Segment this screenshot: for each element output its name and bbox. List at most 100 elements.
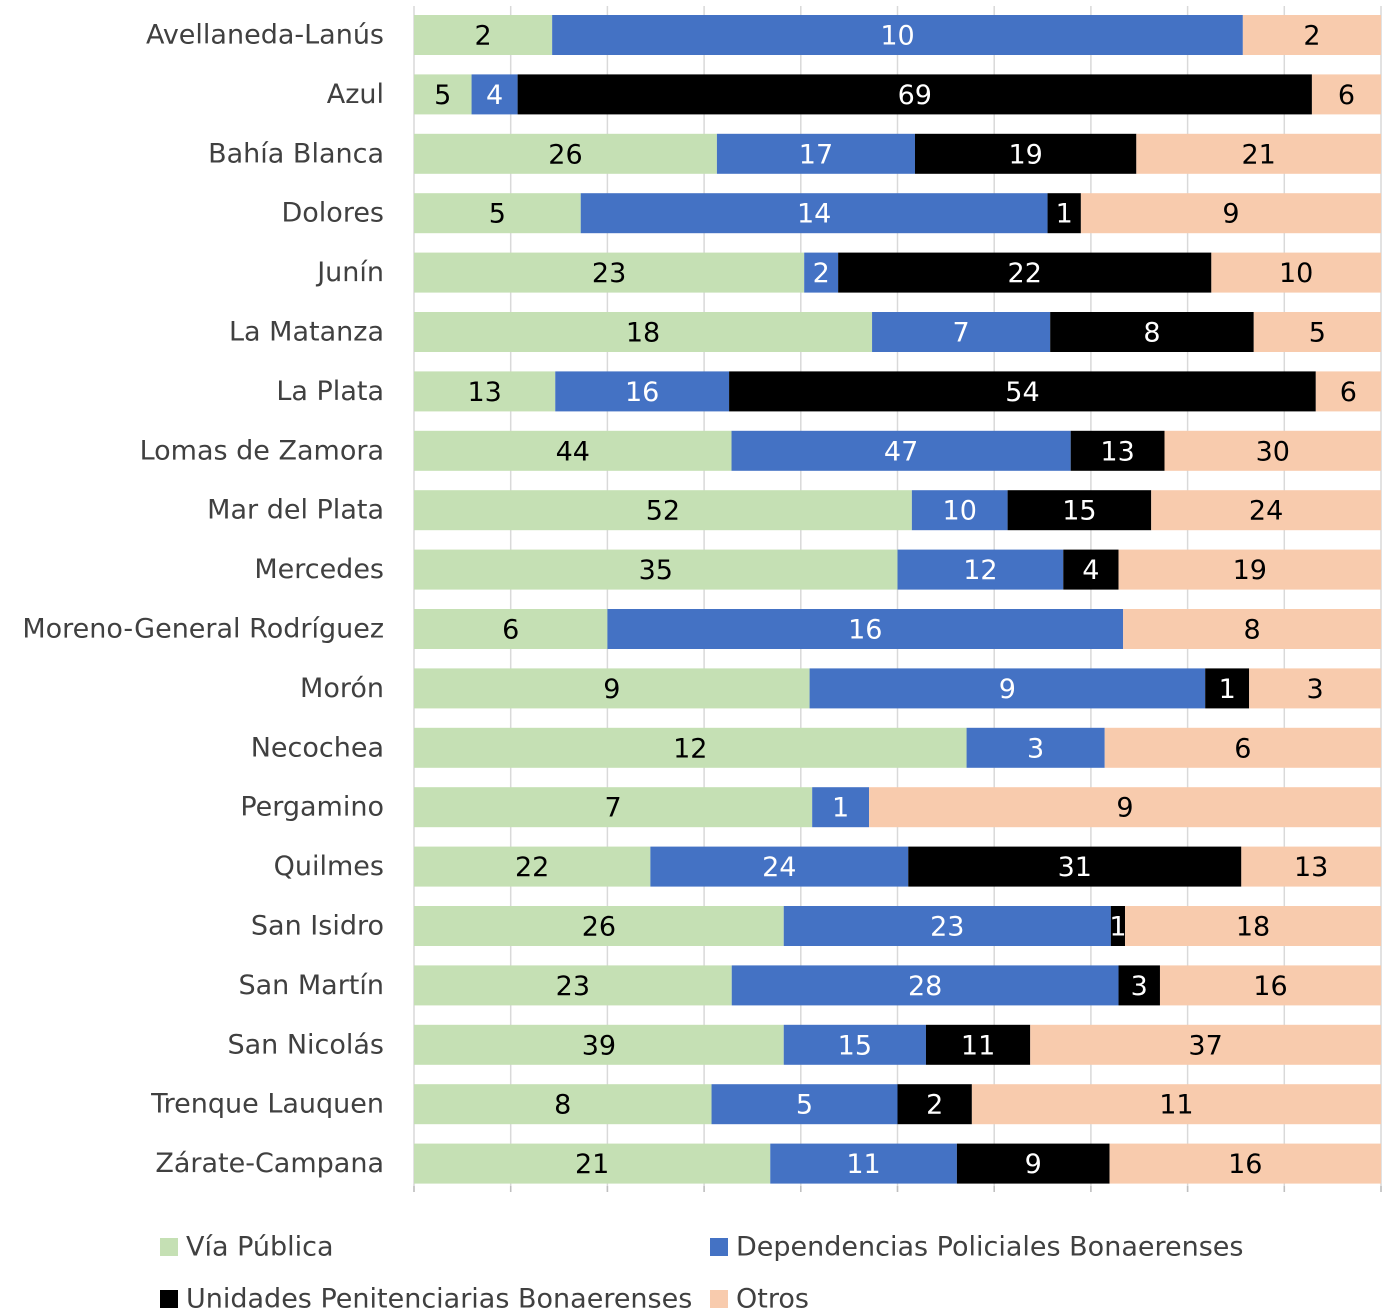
data-label: 11 [846, 1149, 880, 1180]
bar-segment [1241, 846, 1381, 887]
data-label: 14 [797, 199, 831, 230]
bar-segment [925, 1024, 1031, 1065]
data-label: 16 [848, 615, 882, 646]
category-label: Quilmes [274, 851, 384, 882]
legend-swatch [710, 1290, 728, 1308]
bar-segment [914, 133, 1137, 174]
bar-segment [971, 1084, 1381, 1125]
legend-label: Dependencias Policiales Bonaerenses [736, 1232, 1243, 1263]
data-label: 8 [1143, 318, 1160, 349]
data-label: 16 [625, 377, 659, 408]
data-label: 26 [548, 139, 582, 170]
bar-segment [414, 965, 732, 1006]
data-label: 69 [898, 80, 932, 111]
category-label: Trenque Lauquen [150, 1089, 384, 1120]
data-label: 1 [1109, 912, 1126, 943]
bar-segment [414, 1084, 712, 1125]
bar-segment [1104, 727, 1381, 768]
data-label: 15 [1062, 496, 1096, 527]
category-label: Zárate-Campana [155, 1148, 384, 1179]
category-label: Dolores [281, 198, 384, 229]
bar-segment [1063, 549, 1119, 590]
bar-segment [956, 1143, 1110, 1184]
bar-segment [1080, 193, 1381, 234]
data-label: 9 [1025, 1149, 1042, 1180]
bar-segment [414, 74, 472, 115]
data-label: 3 [1131, 971, 1148, 1002]
data-label: 26 [582, 912, 616, 943]
data-label: 13 [1294, 852, 1328, 883]
data-label: 7 [604, 793, 621, 824]
category-label: Bahía Blanca [208, 138, 384, 169]
data-label: 12 [963, 555, 997, 586]
bar-segment [414, 312, 873, 352]
bar-segment [729, 371, 1316, 412]
data-label: 44 [556, 436, 590, 467]
bar-segment [1211, 252, 1381, 293]
data-label: 9 [999, 674, 1016, 705]
bar-segment [911, 490, 1008, 531]
bar-segment [414, 787, 813, 828]
bar-segment [414, 371, 556, 412]
bar-segment [414, 727, 967, 768]
data-label: 2 [474, 21, 491, 52]
bar-segment [1070, 430, 1165, 471]
bar-segment [1118, 549, 1381, 590]
data-label: 9 [1116, 793, 1133, 824]
bar-segment [1253, 312, 1381, 352]
data-label: 2 [926, 1090, 943, 1121]
data-label: 2 [813, 258, 830, 289]
bar-segment [869, 787, 1381, 828]
data-label: 5 [1309, 318, 1326, 349]
bar-segment [804, 252, 839, 293]
bar-segment [1047, 193, 1081, 234]
data-label: 13 [467, 377, 501, 408]
bar-segment [1118, 965, 1160, 1006]
bar-segment [580, 193, 1048, 234]
data-label: 1 [1219, 674, 1236, 705]
bar-segment [414, 430, 732, 471]
category-label: Pergamino [240, 792, 384, 823]
bar-segment [1123, 609, 1381, 649]
category-label: Lomas de Zamora [140, 435, 384, 466]
bar-segment [517, 74, 1312, 115]
data-label: 6 [502, 615, 519, 646]
data-label: 16 [1228, 1149, 1262, 1180]
category-label: San Isidro [251, 911, 384, 942]
data-label: 5 [489, 199, 506, 230]
data-label: 35 [639, 555, 673, 586]
data-label: 6 [1338, 80, 1355, 111]
data-label: 10 [1279, 258, 1313, 289]
bar-segment [414, 490, 912, 531]
data-label: 4 [1082, 555, 1099, 586]
category-labels: Avellaneda-Lanús Azul Bahía Blanca Dolores J… [22, 20, 384, 1180]
legend-label: Vía Pública [186, 1232, 334, 1263]
bar-segment [414, 15, 553, 55]
data-label: 21 [575, 1149, 609, 1180]
data-label: 18 [626, 318, 660, 349]
legend-label: Otros [736, 1284, 809, 1315]
data-label: 21 [1241, 139, 1275, 170]
legend-swatch [710, 1238, 728, 1256]
bar-segment [1311, 74, 1381, 115]
bar-segment [1125, 906, 1381, 946]
bar-segment [1109, 1143, 1381, 1184]
data-label: 28 [908, 971, 942, 1002]
data-label: 18 [1236, 912, 1270, 943]
category-label: Mercedes [254, 554, 384, 585]
bar-segment [1007, 490, 1152, 531]
legend-label: Unidades Penitenciarias Bonaerenses [186, 1284, 692, 1315]
data-label: 17 [799, 139, 833, 170]
bar-segment [414, 906, 784, 946]
data-label: 23 [592, 258, 626, 289]
data-label: 4 [486, 80, 503, 111]
data-label: 12 [673, 733, 707, 764]
category-label: Morón [300, 673, 384, 704]
data-label: 24 [1249, 496, 1283, 527]
bar-segment [897, 549, 1064, 590]
category-label: Azul [327, 79, 384, 110]
bar-segment [731, 430, 1071, 471]
data-label: 6 [1234, 733, 1251, 764]
data-label: 37 [1188, 1030, 1222, 1061]
data-label: 23 [930, 912, 964, 943]
